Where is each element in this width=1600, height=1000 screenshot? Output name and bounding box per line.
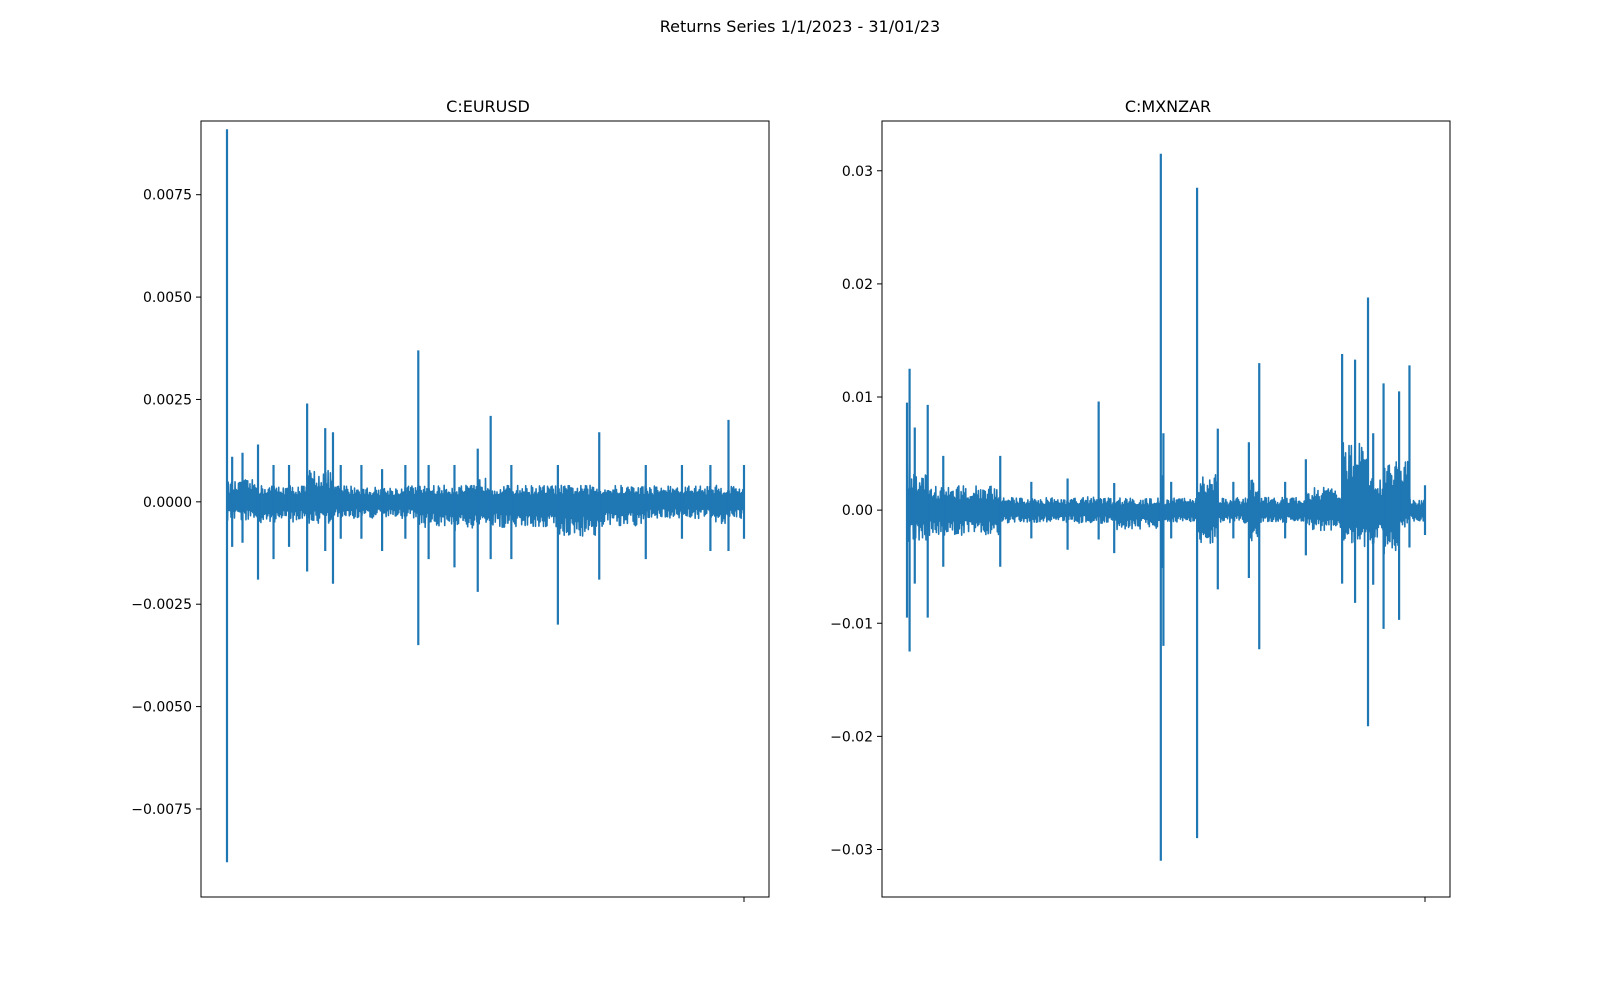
- axes-frame: [200, 120, 770, 898]
- y-tick-label: −0.0050: [131, 700, 192, 716]
- y-tick-label: 0.0000: [143, 495, 192, 511]
- y-tick-label: 0.0075: [143, 188, 192, 204]
- y-tick-label: −0.0025: [131, 597, 192, 613]
- y-tick-label: 0.01: [842, 390, 873, 406]
- y-axis-ticks: −0.0075 −0.0050 −0.0025 0.0000 0.0025 0.0050 0…: [131, 188, 201, 818]
- panel-title: C:EURUSD: [446, 97, 530, 116]
- axes-frame: [881, 120, 1451, 898]
- y-tick-label: −0.0075: [131, 802, 192, 818]
- y-tick-label: 0.00: [842, 503, 873, 519]
- y-tick-label: 0.0025: [143, 392, 192, 408]
- panel-mxnzar: C:MXNZAR −0.03 −0.02 −0.01 0.00 0.01 0.02 0.03: [830, 97, 1451, 902]
- y-tick-label: 0.03: [842, 164, 873, 180]
- series-line-band: [906, 442, 1426, 569]
- y-tick-label: −0.01: [830, 616, 873, 632]
- y-tick-label: −0.02: [830, 729, 873, 745]
- y-axis-ticks: −0.03 −0.02 −0.01 0.00 0.01 0.02 0.03: [830, 164, 882, 858]
- figure-suptitle: Returns Series 1/1/2023 - 31/01/23: [660, 17, 940, 36]
- data-series: [225, 129, 746, 863]
- series-line-band: [226, 469, 745, 537]
- y-tick-label: −0.03: [830, 842, 873, 858]
- panel-title: C:MXNZAR: [1125, 97, 1211, 116]
- panel-eurusd: C:EURUSD −0.0075 −0.0050 −0.0025 0.0000 0.00…: [131, 97, 770, 902]
- data-series: [905, 153, 1427, 861]
- y-tick-label: 0.02: [842, 277, 873, 293]
- y-tick-label: 0.0050: [143, 290, 192, 306]
